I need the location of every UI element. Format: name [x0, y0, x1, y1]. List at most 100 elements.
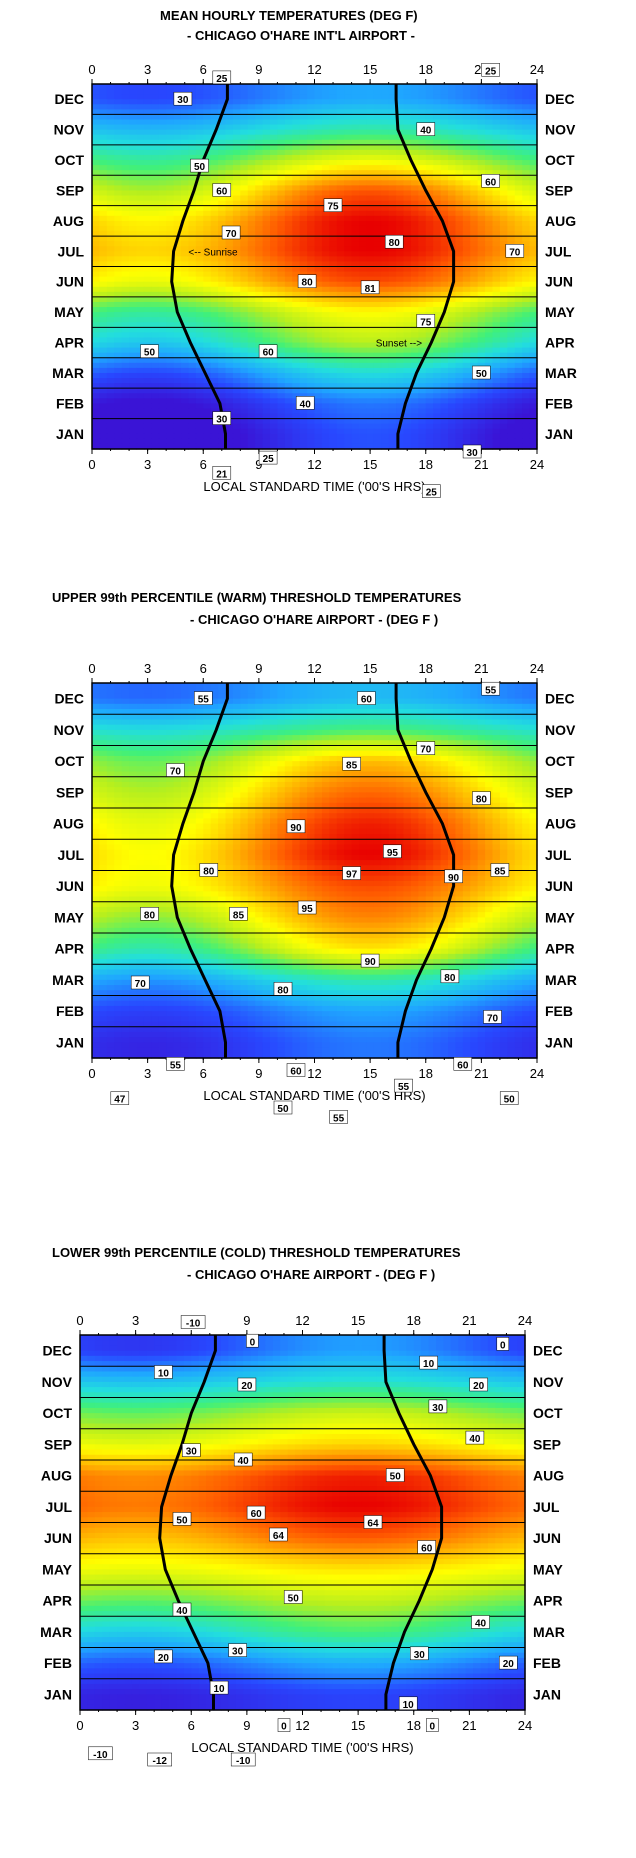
heat-cell — [455, 703, 464, 710]
heat-cell — [210, 154, 219, 161]
heat-cell — [181, 134, 190, 141]
heat-cell — [366, 109, 375, 116]
heat-cell — [299, 286, 308, 293]
heat-cell — [366, 367, 375, 374]
heat-cell — [344, 241, 353, 247]
heat-cell — [410, 220, 419, 227]
heat-cell — [262, 165, 271, 171]
heat-cell — [307, 149, 316, 156]
heat-cell — [255, 160, 264, 166]
heat-cell — [425, 367, 434, 374]
heat-cell — [255, 134, 264, 141]
heat-cell — [514, 719, 523, 726]
heat-cell — [181, 89, 190, 95]
heat-cell — [477, 418, 486, 425]
heat-cell — [114, 418, 123, 425]
heat-cell — [232, 200, 241, 207]
heat-cell — [284, 144, 293, 151]
heat-cell — [247, 418, 256, 425]
heat-cell — [188, 408, 197, 415]
heat-cell — [425, 119, 434, 126]
heat-cell — [470, 205, 479, 212]
heat-cell — [195, 180, 204, 186]
heat-cell — [470, 251, 479, 257]
heat-cell — [121, 225, 130, 232]
heat-cell — [529, 698, 538, 705]
heat-cell — [92, 362, 101, 369]
heat-cell — [470, 119, 479, 126]
heat-cell — [210, 362, 219, 369]
heat-cell — [166, 180, 175, 186]
heat-cell — [314, 170, 323, 176]
heat-cell — [173, 388, 182, 394]
heat-cell — [262, 94, 271, 100]
heat-cell — [433, 84, 442, 90]
heat-cell — [262, 688, 271, 695]
heat-cell — [262, 307, 271, 313]
heat-cell — [225, 180, 234, 186]
heat-cell — [240, 317, 249, 323]
heat-cell — [232, 413, 241, 420]
heat-cell — [440, 698, 449, 705]
heat-cell — [210, 709, 219, 715]
heat-cell — [255, 372, 264, 379]
heat-cell — [440, 683, 449, 689]
heat-cell — [173, 225, 182, 232]
heat-cell — [522, 388, 531, 394]
heat-cell — [99, 266, 108, 273]
heat-cell — [492, 383, 501, 389]
heat-cell — [492, 119, 501, 126]
heat-cell — [136, 139, 145, 146]
heat-cell — [314, 205, 323, 212]
heat-cell — [336, 342, 345, 349]
heat-cell — [314, 180, 323, 186]
heat-cell — [114, 246, 123, 252]
heat-cell — [410, 301, 419, 308]
heat-cell — [92, 307, 101, 313]
heat-cell — [381, 220, 390, 227]
heat-cell — [247, 683, 256, 689]
heat-cell — [477, 231, 486, 237]
heat-cell — [425, 423, 434, 430]
heat-cell — [270, 190, 279, 197]
heat-cell — [173, 119, 182, 126]
heat-cell — [270, 357, 279, 364]
heat-cell — [522, 200, 531, 207]
heat-cell — [477, 719, 486, 726]
heat-cell — [314, 160, 323, 166]
heat-cell — [529, 683, 538, 689]
heat-cell — [499, 261, 508, 268]
heat-cell — [255, 322, 264, 328]
heat-cell — [284, 693, 293, 700]
heat-cell — [92, 210, 101, 217]
heat-cell — [403, 307, 412, 313]
heat-cell — [314, 220, 323, 227]
heat-cell — [284, 317, 293, 323]
heat-cell — [114, 423, 123, 430]
heat-cell — [410, 393, 419, 399]
heat-cell — [388, 190, 397, 197]
heat-cell — [232, 276, 241, 283]
heat-cell — [292, 317, 301, 323]
heat-cell — [396, 693, 405, 700]
heat-cell — [270, 134, 279, 141]
heat-cell — [314, 200, 323, 207]
month-label-left: AUG — [53, 213, 84, 229]
heat-cell — [329, 418, 338, 425]
heat-cell — [492, 337, 501, 344]
heat-cell — [507, 322, 516, 328]
heat-cell — [366, 134, 375, 141]
heat-cell — [336, 215, 345, 222]
heat-cell — [195, 286, 204, 293]
heat-cell — [403, 683, 412, 689]
heat-cell — [262, 246, 271, 252]
heat-cell — [396, 281, 405, 288]
heat-cell — [188, 327, 197, 333]
heat-cell — [129, 698, 138, 705]
heat-cell — [403, 443, 412, 450]
heat-cell — [232, 337, 241, 344]
heat-cell — [92, 332, 101, 339]
heat-cell — [99, 231, 108, 237]
heat-cell — [329, 175, 338, 181]
heat-cell — [433, 129, 442, 136]
